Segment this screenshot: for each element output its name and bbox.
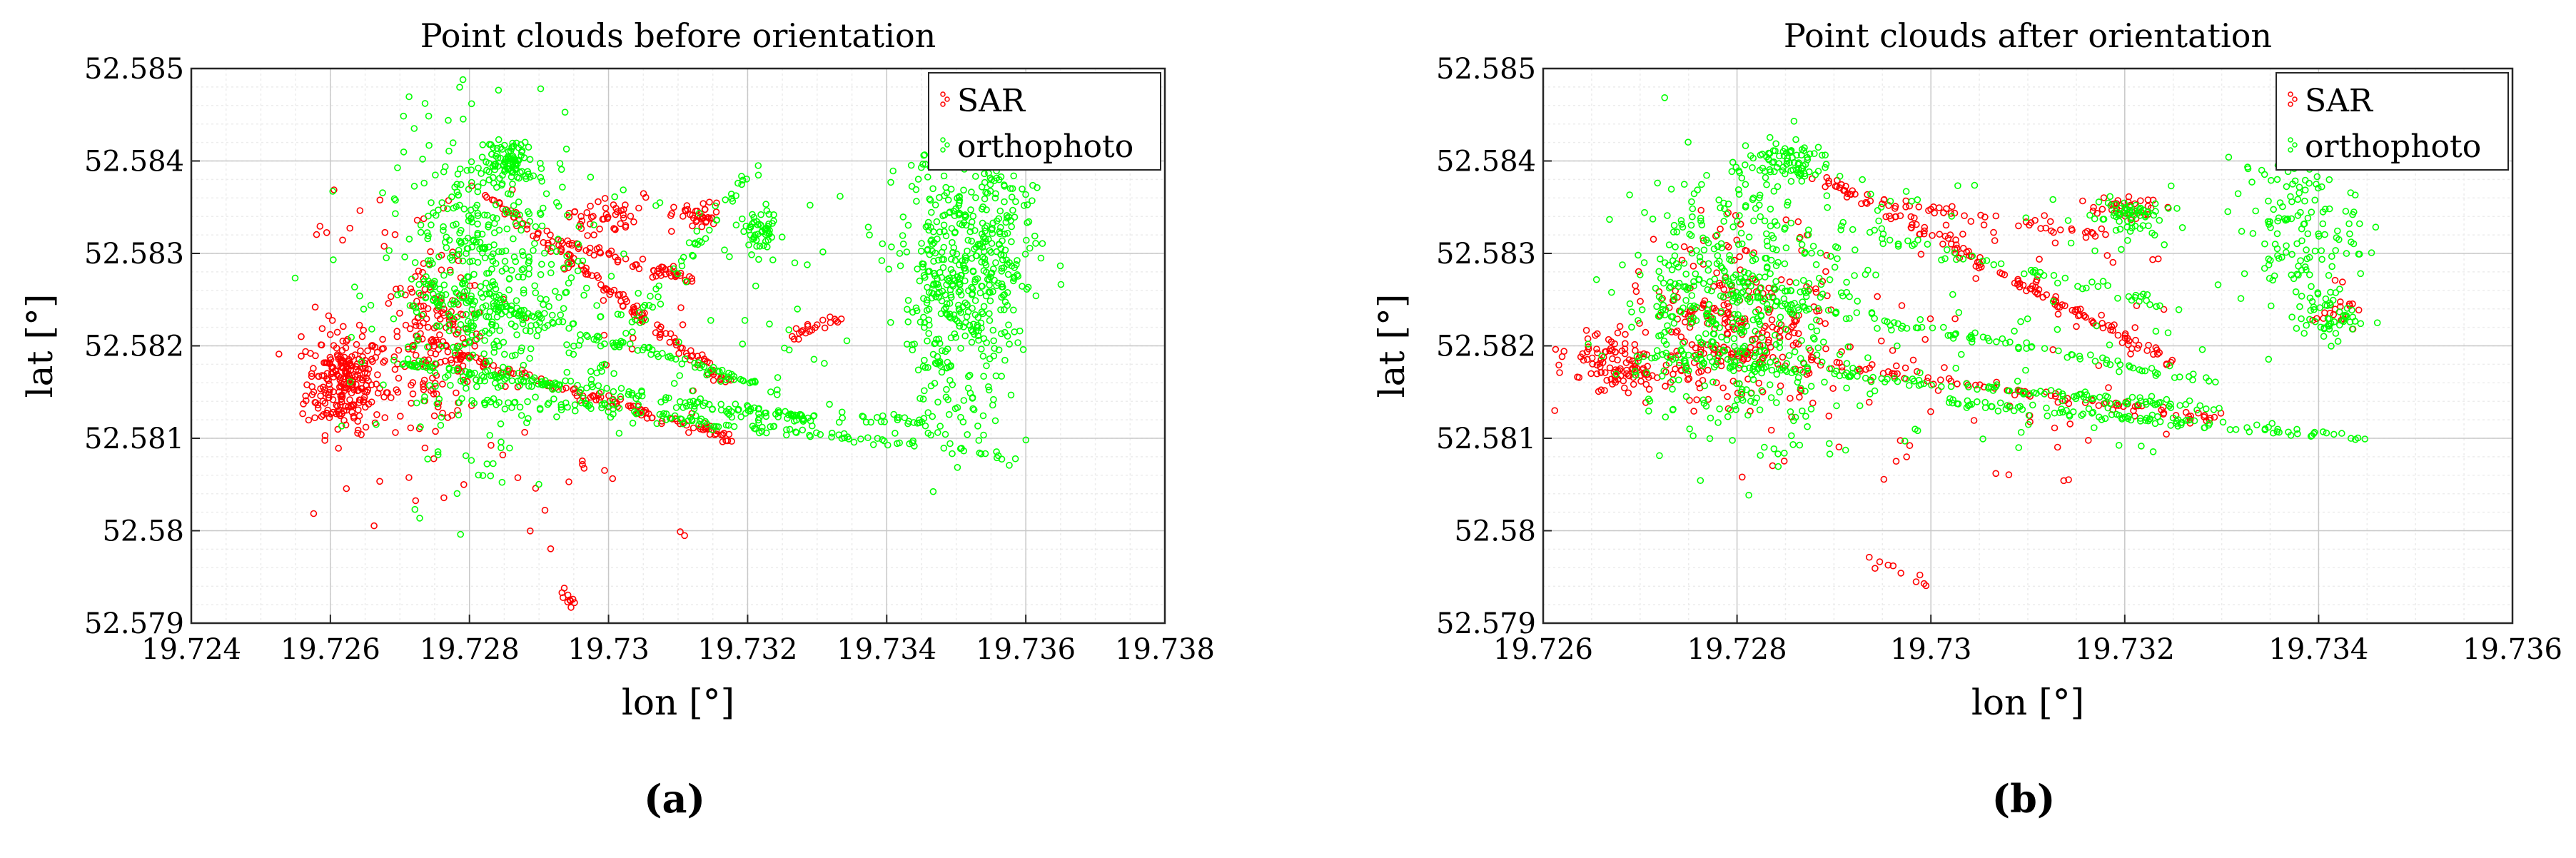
- y-tick-label: 52.585: [1436, 53, 1536, 86]
- y-tick-label: 52.584: [1436, 146, 1536, 178]
- x-tick-label: 19.738: [1115, 633, 1215, 666]
- x-tick-label: 19.726: [281, 633, 380, 666]
- y-tick-label: 52.58: [1454, 515, 1536, 548]
- x-tick-label: 19.728: [1687, 633, 1787, 666]
- x-tick-label: 19.734: [2268, 633, 2368, 666]
- legend-label: SAR: [957, 83, 1026, 119]
- y-tick-label: 52.584: [84, 146, 184, 178]
- x-tick-label: 19.732: [697, 633, 797, 666]
- x-tick-label: 19.73: [1890, 633, 1972, 666]
- x-tick-label: 19.73: [567, 633, 650, 666]
- y-tick-label: 52.583: [84, 238, 184, 271]
- y-tick-label: 52.58: [102, 515, 184, 548]
- y-axis-label: lat [°]: [19, 294, 61, 398]
- y-tick-label: 52.581: [1436, 423, 1536, 455]
- x-axis-label: lon [°]: [622, 682, 734, 723]
- y-tick-label: 52.582: [84, 330, 184, 363]
- x-tick-label: 19.728: [420, 633, 520, 666]
- panel-label: (a): [644, 776, 705, 822]
- y-tick-label: 52.579: [84, 607, 184, 640]
- y-tick-label: 52.579: [1436, 607, 1536, 640]
- y-tick-label: 52.585: [84, 53, 184, 86]
- chart-title: Point clouds before orientation: [420, 16, 936, 55]
- y-tick-label: 52.581: [84, 423, 184, 455]
- x-tick-label: 19.736: [2463, 633, 2562, 666]
- x-tick-label: 19.736: [976, 633, 1076, 666]
- x-tick-label: 19.734: [837, 633, 936, 666]
- y-tick-label: 52.583: [1436, 238, 1536, 271]
- x-tick-label: 19.732: [2075, 633, 2175, 666]
- y-tick-label: 52.582: [1436, 330, 1536, 363]
- legend: SAR orthophoto: [929, 73, 1161, 170]
- legend-entry-orthophoto: orthophoto: [941, 128, 1133, 165]
- legend-label: orthophoto: [957, 128, 1133, 165]
